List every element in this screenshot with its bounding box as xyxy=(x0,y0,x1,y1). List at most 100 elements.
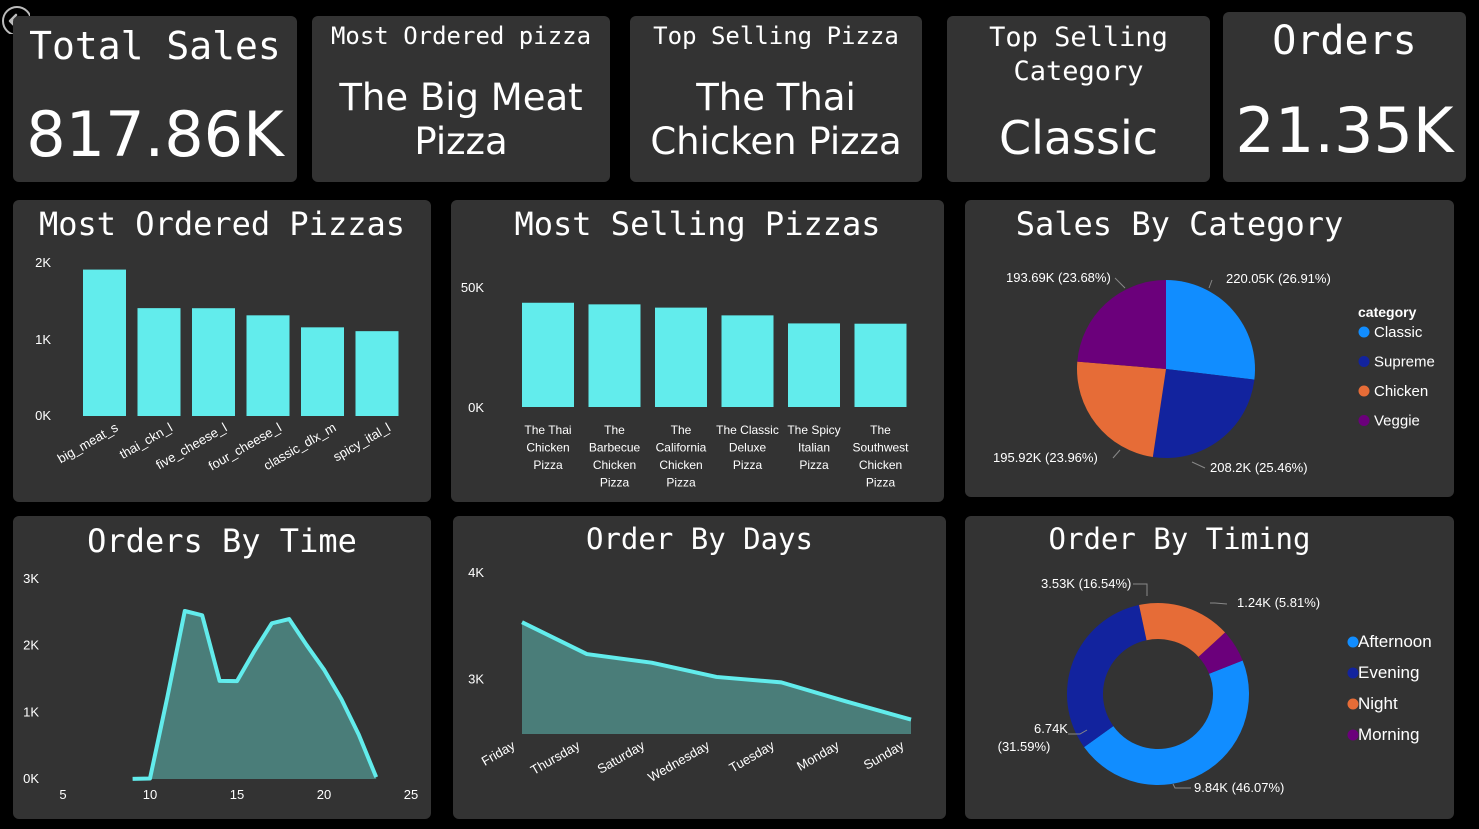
kpi-title: Orders xyxy=(1272,18,1417,64)
kpi-value-line2: Pizza xyxy=(414,120,508,163)
area-fill xyxy=(132,611,377,779)
data-label: 9.84K (46.07%) xyxy=(1194,780,1284,795)
series-line xyxy=(521,620,912,722)
kpi-title: Total Sales xyxy=(29,24,281,68)
y-tick-label: 3K xyxy=(23,571,39,586)
card-most-selling-pizzas: Most Selling Pizzas 50K 0K The Thai Chicken… xyxy=(451,200,944,502)
data-label: 193.69K (23.68%) xyxy=(1006,270,1111,285)
x-tick-line: Italian xyxy=(798,441,830,455)
x-tick-label: 25 xyxy=(404,787,418,802)
x-tick-label: Sunday xyxy=(861,737,907,772)
x-tick-label: Saturday xyxy=(595,737,648,776)
x-tick-line: The Spicy xyxy=(787,423,840,437)
y-tick-label: 1K xyxy=(23,704,39,719)
donut-slice xyxy=(1139,603,1226,657)
leader-line xyxy=(1114,277,1126,289)
x-tick-line: Pizza xyxy=(666,476,696,490)
legend-label: Afternoon xyxy=(1358,632,1432,651)
kpi-top-selling-category: Top Selling Category Classic xyxy=(947,16,1210,182)
y-tick-label: 0K xyxy=(23,771,39,786)
donut-slice xyxy=(1084,660,1249,785)
sales-by-category-chart: 220.05K (26.91%) 208.2K (25.46%) 195.92K (… xyxy=(993,270,1435,475)
kpi-top-selling-pizza: Top Selling Pizza The Thai Chicken Pizza xyxy=(630,16,922,182)
y-tick-label: 2K xyxy=(35,255,51,270)
most-ordered-pizzas-chart: 0K1K2Kbig_meat_sthai_ckn_lfive_cheese_lf… xyxy=(35,255,399,473)
legend-marker xyxy=(1358,385,1370,397)
pie-slice xyxy=(1077,361,1166,458)
kpi-value-line1: The Big Meat xyxy=(339,76,583,119)
legend-label: Veggie xyxy=(1374,413,1420,430)
card-order-by-timing: Order By Timing 9.84K (46.07%) 6.74K (31.5… xyxy=(965,516,1454,819)
x-tick-line: Pizza xyxy=(799,458,829,472)
chart-title: Orders By Time xyxy=(87,522,357,560)
kpi-value: 21.35K xyxy=(1235,94,1454,167)
bar xyxy=(355,331,399,416)
legend-title: category xyxy=(1358,304,1417,320)
bar xyxy=(83,269,126,416)
bar xyxy=(854,323,907,407)
donut-slice xyxy=(1067,604,1147,748)
legend-marker xyxy=(1347,698,1359,710)
x-tick-label: Friday xyxy=(479,737,518,768)
orders-by-time-chart: 0K 1K 2K 3K 5 10 15 20 25 xyxy=(23,571,418,802)
leader-line xyxy=(1191,461,1206,469)
series-line xyxy=(132,609,379,781)
most-selling-pizzas-chart: 50K 0K The Thai Chicken Pizza The Barbecue Chic… xyxy=(461,280,909,490)
chart-title: Order By Days xyxy=(586,522,813,556)
legend-marker xyxy=(1347,636,1359,648)
x-tick-line: The Classic xyxy=(716,423,779,437)
bar xyxy=(788,323,840,407)
legend-label: Chicken xyxy=(1374,383,1428,400)
y-tick-label: 4K xyxy=(468,565,484,580)
x-tick-line: Barbecue xyxy=(589,441,641,455)
x-tick-line: The Thai xyxy=(524,423,571,437)
data-label: (31.59%) xyxy=(998,739,1051,754)
data-label: 208.2K (25.46%) xyxy=(1210,460,1308,475)
data-label: 1.24K (5.81%) xyxy=(1237,595,1320,610)
kpi-title-line1: Top Selling xyxy=(989,22,1168,53)
x-tick-line: Chicken xyxy=(659,458,702,472)
x-tick-line: Pizza xyxy=(533,458,563,472)
kpi-value: Classic xyxy=(998,111,1159,165)
x-tick-label: Monday xyxy=(794,737,842,773)
legend-label: Classic xyxy=(1374,324,1423,341)
legend-label: Morning xyxy=(1358,725,1419,744)
x-tick-line: The xyxy=(870,423,891,437)
kpi-value-line2: Chicken Pizza xyxy=(650,120,902,163)
leader-line xyxy=(1068,729,1088,735)
chart-title: Most Ordered Pizzas xyxy=(38,205,406,243)
x-tick-label: The Barbecue Chicken Pizza xyxy=(589,423,641,490)
kpi-value: 817.86K xyxy=(26,98,284,171)
bar xyxy=(137,308,181,416)
x-tick-label: The Thai Chicken Pizza xyxy=(524,423,571,472)
chart-title: Most Selling Pizzas xyxy=(514,205,881,243)
data-label: 6.74K xyxy=(1034,721,1068,736)
x-tick-label: 15 xyxy=(230,787,244,802)
card-orders-by-time: Orders By Time 0K 1K 2K 3K 5 10 15 20 25 xyxy=(13,516,431,819)
x-tick-label: The Southwest Chicken Pizza xyxy=(852,423,909,490)
x-tick-label: big_meat_s xyxy=(55,419,121,466)
leader-line xyxy=(1210,602,1228,605)
bar xyxy=(522,302,574,407)
x-tick-label: Wednesday xyxy=(645,737,712,784)
leader-line xyxy=(1172,783,1191,789)
x-tick-label: Thursday xyxy=(528,737,583,777)
bar xyxy=(192,308,235,416)
x-tick-line: Chicken xyxy=(526,441,569,455)
pie-slice xyxy=(1077,280,1166,369)
x-tick-line: Chicken xyxy=(593,458,636,472)
legend-marker xyxy=(1347,729,1359,741)
leader-line xyxy=(1208,279,1213,289)
kpi-value-line1: The Thai xyxy=(696,76,856,119)
x-tick-label: Tuesday xyxy=(727,737,778,775)
leader-line xyxy=(1112,449,1121,459)
legend-label: Supreme xyxy=(1374,354,1435,371)
data-label: 195.92K (23.96%) xyxy=(993,450,1098,465)
data-label: 220.05K (26.91%) xyxy=(1226,271,1331,286)
kpi-orders: Orders 21.35K xyxy=(1223,12,1466,182)
card-most-ordered-pizzas: Most Ordered Pizzas 0K 1K 2K big_meat_s thai… xyxy=(13,200,431,502)
data-label: 3.53K (16.54%) xyxy=(1041,576,1131,591)
x-tick-line: Pizza xyxy=(733,458,763,472)
x-tick-line: Southwest xyxy=(852,441,909,455)
